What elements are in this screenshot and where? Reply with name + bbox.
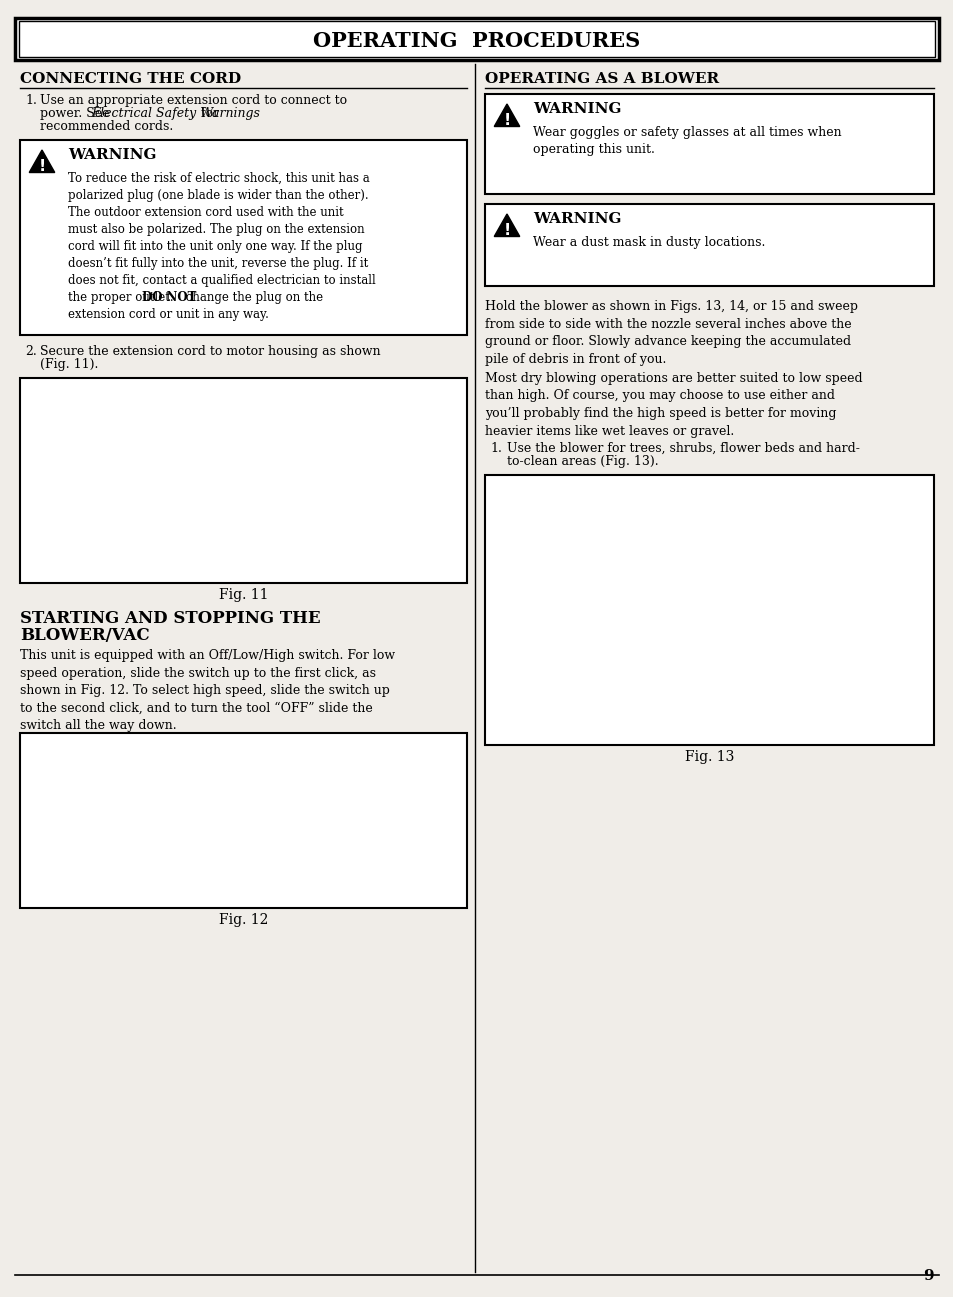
Text: Fig. 13: Fig. 13 (684, 750, 734, 764)
FancyBboxPatch shape (20, 140, 467, 335)
Text: Wear goggles or safety glasses at all times when
operating this unit.: Wear goggles or safety glasses at all ti… (533, 126, 841, 156)
Text: change the plug on the: change the plug on the (182, 291, 323, 303)
Text: extension cord or unit in any way.: extension cord or unit in any way. (68, 307, 269, 320)
Text: OPERATING  PROCEDURES: OPERATING PROCEDURES (313, 31, 640, 51)
Text: does not fit, contact a qualified electrician to install: does not fit, contact a qualified electr… (68, 274, 375, 287)
Text: Fig. 11: Fig. 11 (218, 588, 268, 602)
Text: doesn’t fit fully into the unit, reverse the plug. If it: doesn’t fit fully into the unit, reverse… (68, 257, 368, 270)
Text: !: ! (503, 113, 510, 128)
Text: This unit is equipped with an Off/Low/High switch. For low
speed operation, slid: This unit is equipped with an Off/Low/Hi… (20, 648, 395, 732)
Text: recommended cords.: recommended cords. (40, 121, 173, 134)
FancyBboxPatch shape (20, 733, 467, 908)
Text: Electrical Safety Warnings: Electrical Safety Warnings (91, 106, 259, 121)
Text: 9: 9 (923, 1268, 933, 1283)
Polygon shape (494, 104, 519, 127)
Text: CONNECTING THE CORD: CONNECTING THE CORD (20, 73, 241, 86)
Text: WARNING: WARNING (68, 148, 156, 162)
Text: 1.: 1. (490, 442, 501, 455)
Text: (Fig. 11).: (Fig. 11). (40, 358, 98, 371)
Text: To reduce the risk of electric shock, this unit has a: To reduce the risk of electric shock, th… (68, 173, 370, 185)
Text: !: ! (38, 160, 46, 174)
Text: 2.: 2. (25, 345, 37, 358)
Text: Use the blower for trees, shrubs, flower beds and hard-: Use the blower for trees, shrubs, flower… (506, 442, 859, 455)
Text: Use an appropriate extension cord to connect to: Use an appropriate extension cord to con… (40, 93, 347, 106)
Text: polarized plug (one blade is wider than the other).: polarized plug (one blade is wider than … (68, 189, 368, 202)
FancyBboxPatch shape (484, 93, 933, 195)
Text: for: for (196, 106, 219, 121)
Text: WARNING: WARNING (533, 102, 620, 115)
Text: 1.: 1. (25, 93, 37, 106)
Text: The outdoor extension cord used with the unit: The outdoor extension cord used with the… (68, 206, 343, 219)
Text: power. See: power. See (40, 106, 113, 121)
Text: Wear a dust mask in dusty locations.: Wear a dust mask in dusty locations. (533, 236, 764, 249)
Text: OPERATING AS A BLOWER: OPERATING AS A BLOWER (484, 73, 719, 86)
Text: Secure the extension cord to motor housing as shown: Secure the extension cord to motor housi… (40, 345, 380, 358)
Text: must also be polarized. The plug on the extension: must also be polarized. The plug on the … (68, 223, 364, 236)
Text: WARNING: WARNING (533, 211, 620, 226)
FancyBboxPatch shape (19, 21, 934, 57)
FancyBboxPatch shape (484, 475, 933, 744)
Polygon shape (494, 214, 519, 236)
FancyBboxPatch shape (484, 204, 933, 287)
FancyBboxPatch shape (20, 377, 467, 582)
Text: cord will fit into the unit only one way. If the plug: cord will fit into the unit only one way… (68, 240, 362, 253)
Text: to-clean areas (Fig. 13).: to-clean areas (Fig. 13). (506, 455, 658, 468)
Text: Hold the blower as shown in Figs. 13, 14, or 15 and sweep
from side to side with: Hold the blower as shown in Figs. 13, 14… (484, 300, 857, 366)
FancyBboxPatch shape (15, 18, 938, 60)
Text: !: ! (503, 223, 510, 239)
Text: the proper outlet.: the proper outlet. (68, 291, 177, 303)
Text: Most dry blowing operations are better suited to low speed
than high. Of course,: Most dry blowing operations are better s… (484, 372, 862, 437)
Polygon shape (30, 150, 54, 173)
Text: BLOWER/VAC: BLOWER/VAC (20, 626, 150, 645)
Text: STARTING AND STOPPING THE: STARTING AND STOPPING THE (20, 610, 320, 626)
Text: Fig. 12: Fig. 12 (218, 913, 268, 927)
Text: DO NOT: DO NOT (142, 291, 196, 303)
